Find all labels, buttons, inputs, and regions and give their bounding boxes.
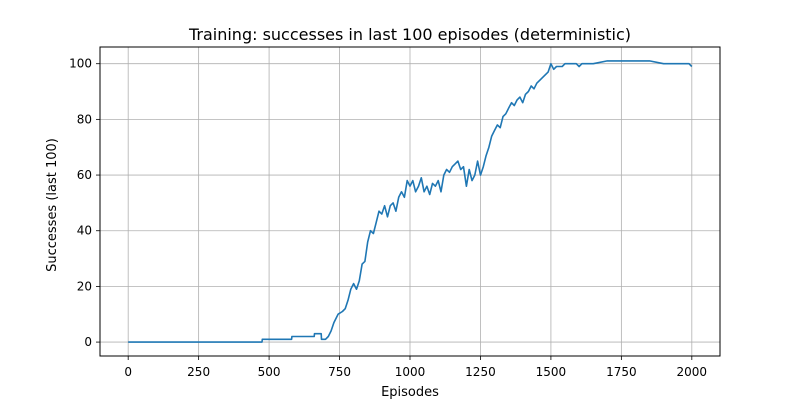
y-tick-label: 20 [77, 279, 92, 293]
x-tick-label: 0 [124, 365, 132, 379]
x-tick-label: 500 [258, 365, 281, 379]
y-tick-label: 40 [77, 224, 92, 238]
y-tick-label: 100 [69, 57, 92, 71]
x-tick-label: 250 [187, 365, 210, 379]
x-axis-label: Episodes [381, 385, 439, 400]
x-tick-label: 1750 [606, 365, 637, 379]
x-tick-label: 1000 [395, 365, 426, 379]
y-axis-label: Successes (last 100) [45, 138, 60, 272]
grid [100, 47, 720, 356]
x-tick-label: 2000 [677, 365, 708, 379]
y-tick-label: 60 [77, 168, 92, 182]
y-tick-label: 80 [77, 112, 92, 126]
chart-title: Training: successes in last 100 episodes… [188, 25, 631, 44]
series-line [128, 60, 693, 343]
x-tick-label: 750 [328, 365, 351, 379]
axis-ticks: 0 250 500 750 1000 1250 1500 1750 2000 0 20 40 60 80 1… [69, 57, 707, 379]
x-tick-label: 1250 [465, 365, 496, 379]
y-tick-label: 0 [84, 335, 92, 349]
x-tick-label: 1500 [536, 365, 567, 379]
series-layer [128, 60, 693, 343]
